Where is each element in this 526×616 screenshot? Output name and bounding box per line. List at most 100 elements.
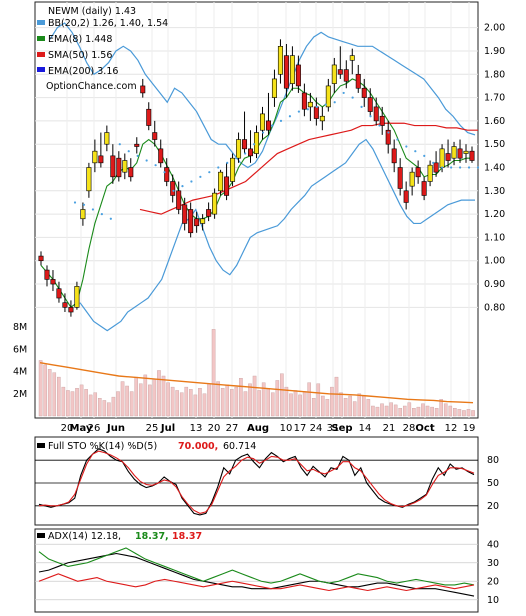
volume-bar	[270, 392, 275, 417]
volume-bar	[416, 406, 421, 417]
candle-body	[343, 69, 349, 82]
sar-dot	[244, 152, 247, 155]
candle-body	[319, 115, 325, 122]
candle-body	[212, 192, 218, 215]
volume-bar	[38, 360, 43, 417]
candle-body	[385, 129, 391, 145]
x-tick-label: Jun	[106, 423, 125, 434]
volume-bar	[47, 369, 52, 417]
x-tick-label: 20	[208, 423, 221, 434]
volume-bar	[275, 380, 280, 417]
sar-dot	[432, 161, 435, 164]
candle-body	[433, 162, 439, 173]
y-tick-label: 1.60	[484, 116, 505, 127]
x-tick-label: 24	[310, 423, 323, 434]
candle-body	[313, 106, 319, 119]
sar-dot	[261, 131, 265, 134]
volume-axis-labels: 8M 6M 4M 2M	[13, 322, 27, 400]
volume-bar	[298, 394, 302, 417]
candlesticks	[38, 39, 475, 317]
candle-body	[445, 153, 451, 161]
legend-ema200: EMA(200) 3.16	[48, 66, 118, 77]
volume-bar	[448, 405, 453, 417]
sar-dot	[342, 91, 345, 95]
sar-dot	[270, 124, 274, 127]
volume-bar	[189, 389, 193, 417]
volume-bar	[70, 391, 75, 417]
candle-body	[379, 115, 385, 126]
candle-body	[427, 164, 433, 182]
x-tick-label: Jul	[160, 423, 175, 434]
candle-body	[176, 190, 182, 210]
sar-dot	[208, 171, 211, 174]
volume-bar	[280, 373, 284, 417]
legend-ema8: EMA(8) 1.448	[48, 34, 112, 45]
adx-panel: 40 30 20 10 ADX(14) 12.18, 18.37, 18.37	[34, 528, 499, 613]
volume-bar	[134, 376, 138, 417]
stochastic-series-line	[38, 450, 475, 514]
volume-bar	[357, 393, 362, 417]
candle-body	[80, 209, 86, 220]
legend-bb: BB(20,2) 1.26, 1.40, 1.54	[48, 18, 168, 29]
volume-bar	[412, 408, 416, 417]
candle-body	[152, 132, 158, 140]
adx-tick-label: 20	[487, 576, 499, 587]
x-tick-label: 19	[463, 423, 476, 434]
adx-tick-label: 30	[487, 558, 499, 569]
x-tick-label: Sep	[331, 423, 352, 434]
candle-body	[457, 148, 463, 159]
x-tick-label: 13	[190, 423, 203, 434]
candle-body	[271, 78, 277, 98]
volume-bar	[443, 403, 448, 417]
sar-dot	[145, 159, 148, 162]
sar-dot	[297, 110, 300, 113]
volume-bar	[61, 386, 66, 417]
bb-upper-line	[49, 22, 476, 169]
candle-body	[259, 113, 265, 131]
volume-bar	[220, 388, 225, 417]
volume-bar	[84, 389, 88, 417]
volume-bar	[361, 395, 366, 417]
volume-bar	[307, 382, 311, 417]
volume-tick-label: 2M	[13, 389, 27, 400]
price-panel: 2.00 1.90 1.80 1.70 1.60 1.50 1.40 1.30 1.20 1.10…	[13, 1, 505, 419]
candle-body	[194, 218, 200, 227]
volume-bar	[66, 390, 70, 417]
candle-body	[325, 85, 331, 108]
candle-body	[421, 181, 427, 196]
volume-bar	[425, 405, 430, 417]
sar-dot	[253, 143, 256, 146]
y-tick-label: 0.80	[484, 302, 505, 313]
candle-body	[206, 209, 212, 217]
volume-bar	[439, 399, 443, 417]
sar-dot	[118, 143, 121, 146]
volume-bars	[38, 329, 475, 417]
volume-bar	[321, 395, 325, 417]
candle-body	[140, 85, 146, 94]
x-tick-label: 17	[294, 423, 307, 434]
volume-bar	[430, 406, 434, 417]
candle-body	[170, 181, 176, 196]
volume-bar	[43, 364, 47, 417]
x-tick-label: May	[70, 423, 93, 434]
x-tick-label: 28	[403, 423, 416, 434]
candle-body	[409, 171, 415, 187]
legend-swatch-sma50	[37, 52, 45, 57]
sar-dot	[154, 164, 157, 167]
volume-bar	[202, 393, 207, 417]
volume-bar	[157, 370, 161, 417]
sar-dot	[235, 157, 238, 160]
candle-body	[164, 167, 170, 182]
stochastic-tick-label: 50	[487, 478, 499, 489]
volume-bar	[462, 410, 466, 417]
sar-dot	[387, 131, 390, 134]
sar-dot	[423, 154, 426, 157]
volume-bar	[161, 375, 166, 417]
candle-body	[146, 108, 152, 126]
adx-series-line	[38, 573, 475, 592]
sar-dot	[288, 115, 292, 118]
volume-bar	[229, 389, 234, 417]
y-tick-label: 1.40	[484, 163, 505, 174]
volume-bar	[248, 383, 252, 417]
